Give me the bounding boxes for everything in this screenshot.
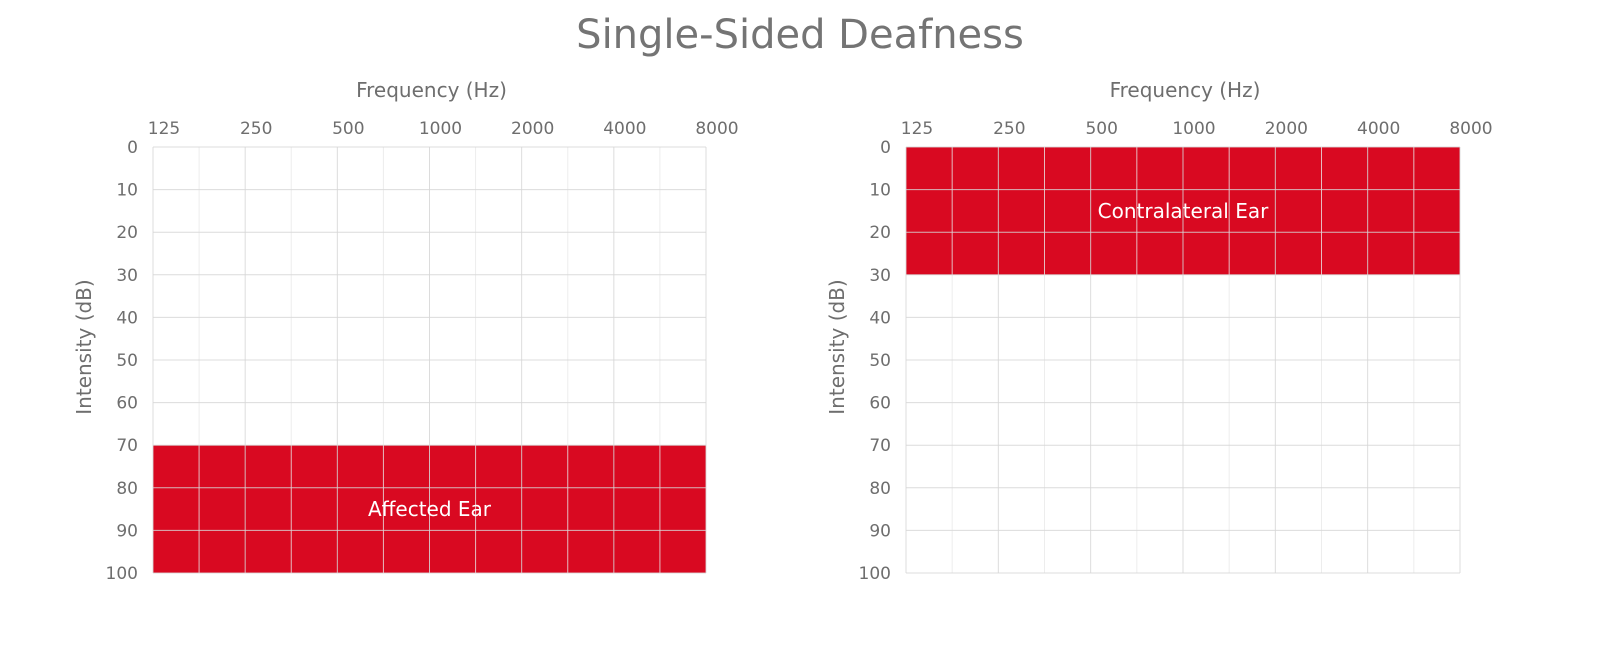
y-tick-label: 60: [116, 394, 138, 414]
y-tick-label: 80: [116, 479, 138, 499]
y-tick-label: 50: [869, 351, 891, 371]
x-axis-label: Frequency (Hz): [1110, 78, 1261, 102]
x-tick-label: 250: [240, 119, 272, 139]
y-tick-label: 70: [116, 436, 138, 456]
chart-title: Single-Sided Deafness: [576, 12, 1024, 58]
x-tick-label: 8000: [695, 119, 738, 139]
y-tick-label: 10: [116, 181, 138, 201]
y-tick-label: 40: [869, 308, 891, 328]
y-tick-label: 100: [106, 564, 138, 584]
x-tick-label: 500: [332, 119, 364, 139]
x-tick-label: 1000: [419, 119, 462, 139]
y-tick-label: 40: [116, 308, 138, 328]
y-tick-label: 100: [859, 564, 891, 584]
y-tick-label: 50: [116, 351, 138, 371]
x-axis-label: Frequency (Hz): [356, 78, 507, 102]
x-tick-label: 1000: [1172, 119, 1215, 139]
x-tick-label: 125: [901, 119, 933, 139]
region-label: Contralateral Ear: [1098, 199, 1269, 223]
y-tick-label: 90: [116, 521, 138, 541]
y-tick-label: 30: [869, 266, 891, 286]
y-axis-label: Intensity (dB): [825, 279, 849, 414]
y-tick-label: 80: [869, 479, 891, 499]
x-tick-label: 4000: [1357, 119, 1400, 139]
y-tick-label: 20: [116, 223, 138, 243]
region-label: Affected Ear: [368, 497, 492, 521]
y-tick-label: 20: [869, 223, 891, 243]
y-tick-label: 10: [869, 181, 891, 201]
x-tick-label: 2000: [1265, 119, 1308, 139]
x-tick-label: 125: [148, 119, 180, 139]
x-tick-label: 8000: [1449, 119, 1492, 139]
y-tick-label: 90: [869, 521, 891, 541]
y-axis-label: Intensity (dB): [72, 279, 96, 414]
x-tick-label: 4000: [603, 119, 646, 139]
y-tick-label: 70: [869, 436, 891, 456]
y-tick-label: 0: [127, 138, 138, 158]
x-tick-label: 2000: [511, 119, 554, 139]
y-tick-label: 0: [880, 138, 891, 158]
y-tick-label: 60: [869, 394, 891, 414]
y-tick-label: 30: [116, 266, 138, 286]
x-tick-label: 250: [993, 119, 1025, 139]
x-tick-label: 500: [1085, 119, 1117, 139]
